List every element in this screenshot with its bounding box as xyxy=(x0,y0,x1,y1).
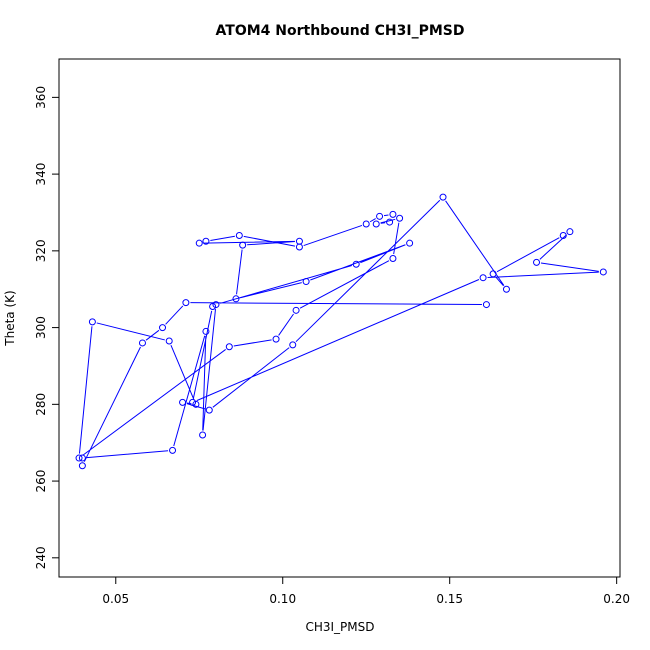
series-points xyxy=(75,193,607,470)
data-point xyxy=(389,210,397,218)
data-point xyxy=(376,212,384,220)
data-point xyxy=(352,260,360,268)
data-point xyxy=(489,270,497,278)
series-line xyxy=(78,199,599,462)
data-point xyxy=(386,218,394,226)
y-tick-label: 320 xyxy=(34,239,48,262)
x-tick-label: 0.05 xyxy=(102,592,129,606)
data-point xyxy=(599,268,607,276)
data-point xyxy=(202,237,210,245)
data-point xyxy=(439,193,447,201)
data-point xyxy=(159,324,167,332)
data-point xyxy=(225,343,233,351)
y-tick-label: 340 xyxy=(34,163,48,186)
data-point xyxy=(189,398,197,406)
chart-title: ATOM4 Northbound CH3I_PMSD xyxy=(216,23,465,39)
x-axis-label: CH3I_PMSD xyxy=(305,620,374,634)
data-point xyxy=(202,327,210,335)
data-point xyxy=(199,431,207,439)
data-point xyxy=(406,239,414,247)
x-tick-label: 0.15 xyxy=(436,592,463,606)
data-point xyxy=(88,318,96,326)
data-point xyxy=(138,339,146,347)
data-point xyxy=(182,299,190,307)
data-point xyxy=(192,400,200,408)
data-point xyxy=(235,232,243,239)
y-axis-label: Theta (K) xyxy=(3,290,17,346)
data-point xyxy=(566,228,574,236)
data-point xyxy=(212,301,220,309)
data-point xyxy=(295,237,303,245)
y-tick-label: 240 xyxy=(34,546,48,569)
data-point xyxy=(179,398,187,406)
data-point xyxy=(295,243,303,251)
data-point xyxy=(559,232,567,239)
data-point xyxy=(75,454,83,462)
data-point xyxy=(502,285,510,293)
x-tick-label: 0.10 xyxy=(269,592,296,606)
data-point xyxy=(169,446,177,454)
data-point xyxy=(205,406,213,414)
data-point xyxy=(78,462,86,470)
data-point xyxy=(289,341,297,349)
y-tick-label: 260 xyxy=(34,470,48,493)
data-point xyxy=(302,278,310,286)
data-point xyxy=(362,220,370,228)
data-point xyxy=(482,301,490,309)
data-point xyxy=(165,337,173,345)
data-point xyxy=(479,274,487,282)
data-point xyxy=(232,295,240,303)
y-axis: 240 260 280 300 320 340 360 xyxy=(34,86,60,569)
x-tick-label: 0.20 xyxy=(603,592,630,606)
data-point xyxy=(389,255,397,263)
y-tick-label: 300 xyxy=(34,316,48,339)
data-point xyxy=(272,335,280,343)
data-point xyxy=(533,258,541,266)
x-axis: 0.05 0.10 0.15 0.20 xyxy=(102,576,630,606)
y-tick-label: 360 xyxy=(34,86,48,109)
data-point xyxy=(195,239,203,247)
data-point xyxy=(239,241,247,249)
y-tick-label: 280 xyxy=(34,393,48,416)
plot-frame xyxy=(58,58,621,578)
data-point xyxy=(78,454,86,462)
data-point xyxy=(209,302,217,310)
data-point xyxy=(396,214,404,222)
data-point xyxy=(292,306,300,314)
data-point xyxy=(372,220,380,228)
